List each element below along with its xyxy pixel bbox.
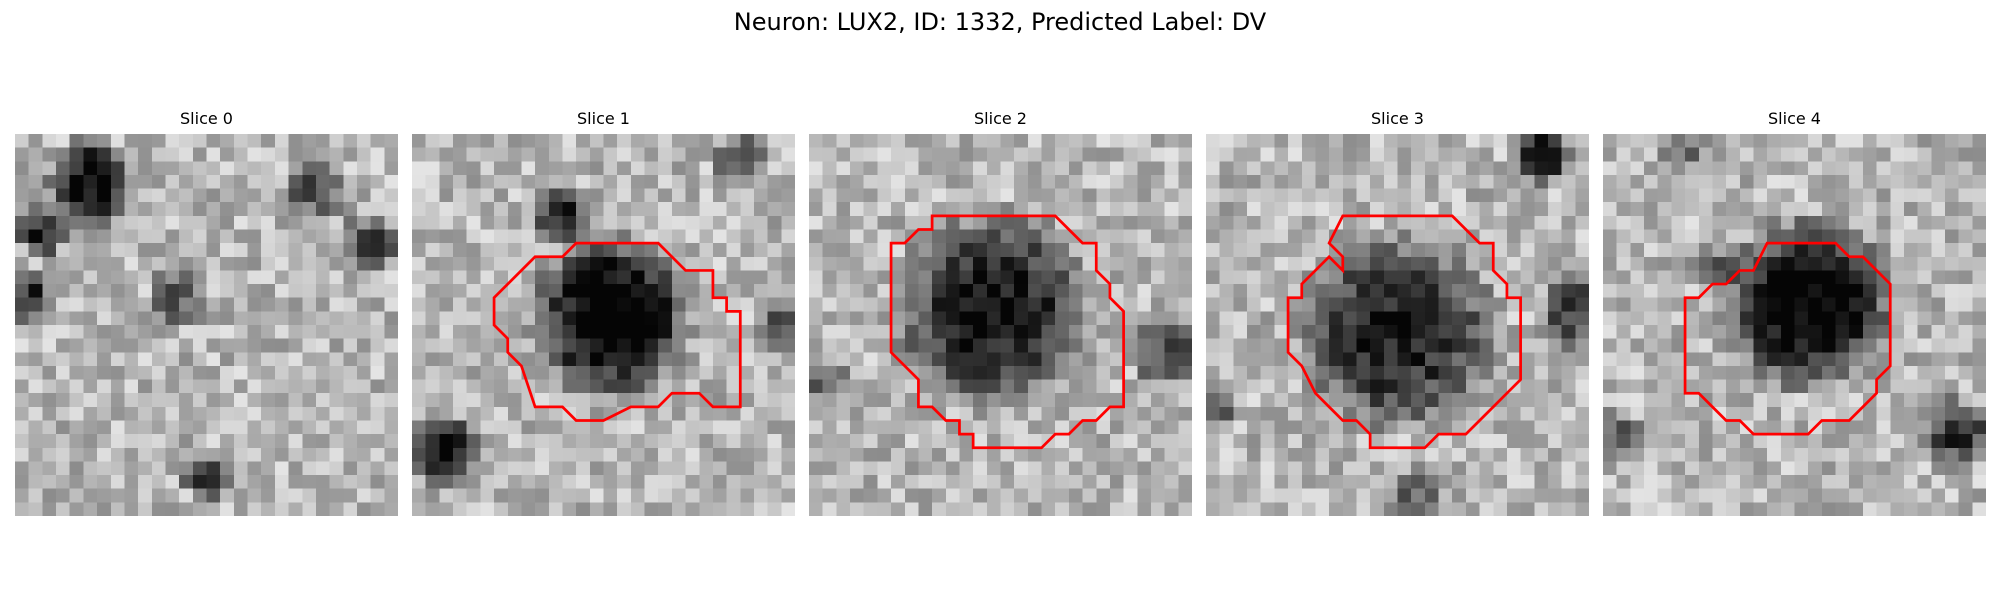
figure-title: Neuron: LUX2, ID: 1332, Predicted Label:…: [733, 8, 1267, 36]
slice-title: Slice 1: [577, 109, 630, 128]
slice-image: [1206, 134, 1589, 516]
slice-image: [412, 134, 795, 516]
slice-title: Slice 2: [974, 109, 1027, 128]
slice-panel-0: Slice 0: [15, 108, 398, 516]
slice-panel-1: Slice 1: [412, 108, 795, 516]
slice-image: [15, 134, 398, 516]
segmentation-contour: [889, 214, 1125, 450]
slice-title: Slice 3: [1371, 109, 1424, 128]
slice-pixels: [1603, 134, 1986, 516]
segmentation-contour: [492, 241, 742, 422]
slice-pixels: [15, 134, 398, 516]
slice-pixels: [809, 134, 1192, 516]
slice-image: [809, 134, 1192, 516]
slice-title: Slice 0: [180, 109, 233, 128]
slice-panel-2: Slice 2: [809, 108, 1192, 516]
slice-title: Slice 4: [1768, 109, 1821, 128]
slice-image: [1603, 134, 1986, 516]
segmentation-contour: [1683, 241, 1892, 436]
segmentation-contour: [1286, 214, 1522, 450]
slice-panel-3: Slice 3: [1206, 108, 1589, 516]
slice-pixels: [412, 134, 795, 516]
slice-pixels: [1206, 134, 1589, 516]
slice-panel-4: Slice 4: [1603, 108, 1986, 516]
